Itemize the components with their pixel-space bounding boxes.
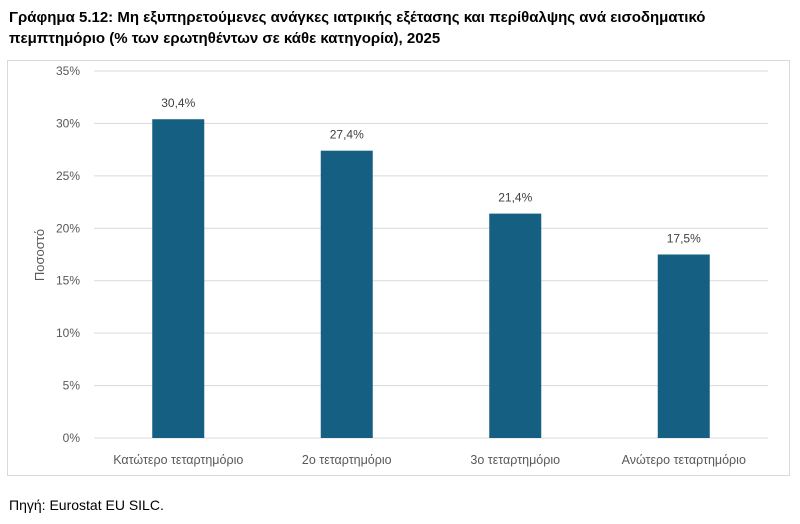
x-tick-label: Ανώτερο τεταρτημόριο: [622, 453, 746, 467]
data-label: 17,5%: [667, 232, 701, 246]
y-tick-label: 35%: [56, 64, 80, 78]
y-tick-label: 30%: [56, 116, 80, 130]
data-label: 21,4%: [498, 191, 532, 205]
source-note: Πηγή: Eurostat EU SILC.: [9, 497, 164, 513]
y-tick-label: 25%: [56, 169, 80, 183]
chart-frame: [7, 60, 790, 476]
y-tick-label: 5%: [63, 379, 81, 393]
y-tick-label: 20%: [56, 221, 80, 235]
x-tick-label: 2ο τεταρτημόριο: [302, 453, 392, 467]
y-tick-label: 15%: [56, 274, 80, 288]
y-tick-label: 10%: [56, 326, 80, 340]
bar: [152, 119, 205, 438]
y-tick-label: 0%: [63, 431, 81, 445]
data-label: 27,4%: [330, 128, 364, 142]
x-tick-label: 3ο τεταρτημόριο: [470, 453, 560, 467]
chart-title: Γράφημα 5.12: Μη εξυπηρετούμενες ανάγκες…: [9, 9, 706, 47]
bar: [657, 254, 710, 438]
y-axis-title: Ποσοστό: [32, 229, 47, 281]
bar: [320, 150, 373, 439]
data-label: 30,4%: [161, 96, 195, 110]
x-tick-label: Κατώτερο τεταρτημόριο: [113, 453, 243, 467]
bar: [489, 213, 542, 438]
